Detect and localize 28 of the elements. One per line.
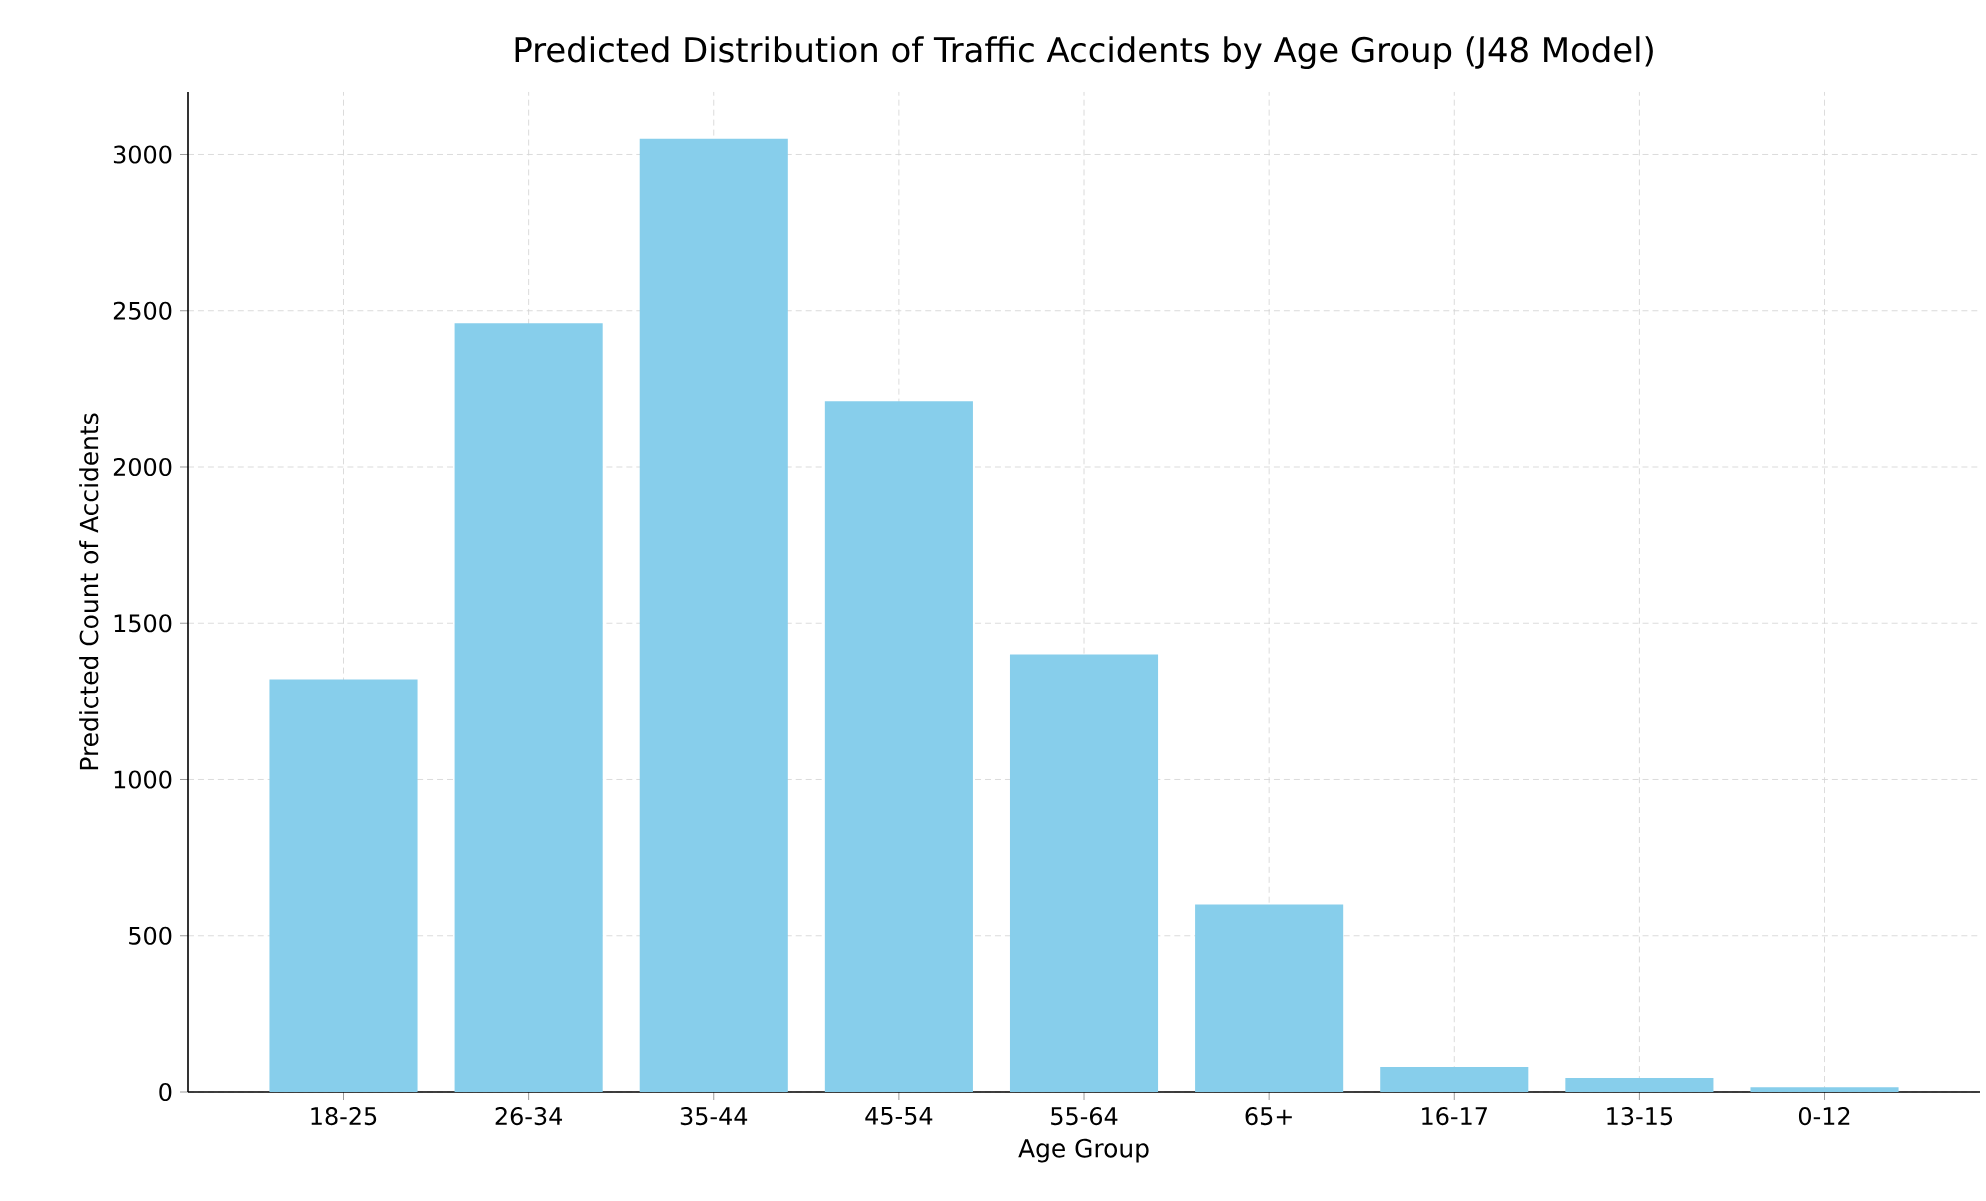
bar xyxy=(1195,904,1344,1092)
y-tick-label: 2500 xyxy=(113,301,172,320)
bar xyxy=(639,138,788,1092)
bar xyxy=(1565,1077,1714,1092)
y-tick-label: 1500 xyxy=(114,614,172,633)
x-axis-title: Age Group xyxy=(1018,1138,1149,1163)
chart-title: Predicted Distribution of Traffic Accidents by Age Group (J48 Model) xyxy=(515,36,1653,69)
x-tick-label: 45-54 xyxy=(865,1107,933,1125)
x-tick-label: 16-17 xyxy=(1422,1107,1487,1126)
y-tick-label: 3000 xyxy=(113,145,172,164)
x-tick-label: 65+ xyxy=(1245,1107,1292,1126)
bar xyxy=(824,401,973,1092)
y-tick-label: 1000 xyxy=(114,770,172,789)
bar xyxy=(454,323,603,1092)
bar xyxy=(269,679,418,1092)
y-axis-title: Predicted Count of Accidents xyxy=(79,413,99,770)
x-tick-label: 0-12 xyxy=(1798,1107,1850,1126)
x-tick-label: 18-25 xyxy=(311,1107,377,1126)
bar xyxy=(1380,1067,1529,1092)
y-tick-label: 500 xyxy=(129,926,172,945)
x-tick-label: 55-64 xyxy=(1051,1107,1118,1126)
x-tick-label: 35-44 xyxy=(680,1107,748,1126)
x-tick-label: 13-15 xyxy=(1607,1107,1673,1126)
y-tick-label: 2000 xyxy=(113,457,172,477)
x-tick-label: 26-34 xyxy=(495,1107,563,1126)
bar xyxy=(1750,1087,1899,1092)
bar xyxy=(1009,654,1159,1092)
y-tick-label: 0 xyxy=(159,1082,172,1102)
